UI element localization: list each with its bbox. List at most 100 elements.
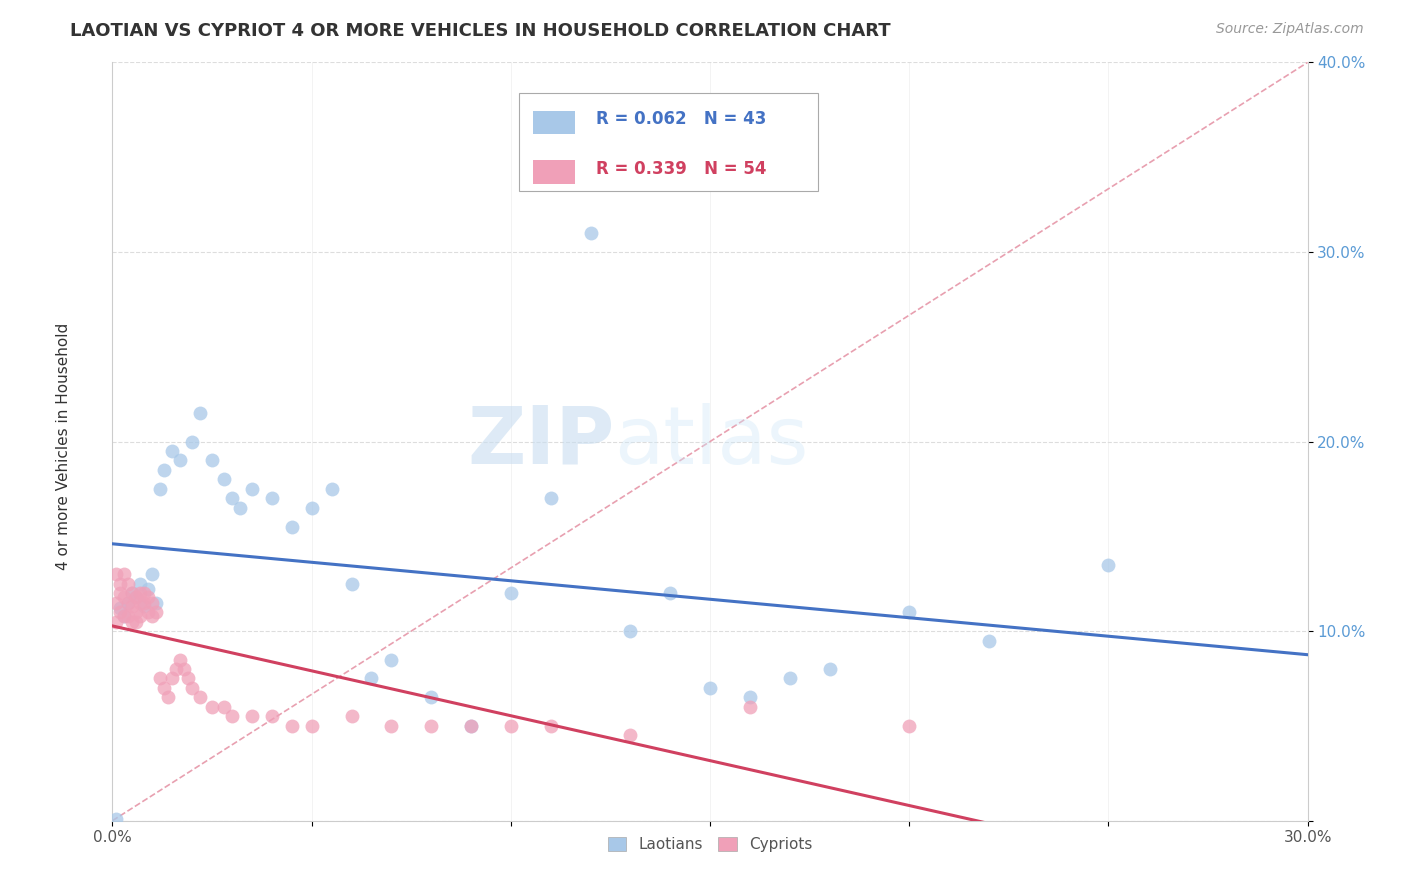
Text: R = 0.062   N = 43: R = 0.062 N = 43 — [596, 111, 766, 128]
Point — [105, 596, 128, 610]
Text: R = 0.339   N = 54: R = 0.339 N = 54 — [596, 160, 768, 178]
Point — [201, 453, 224, 467]
Point — [221, 709, 243, 723]
Point — [125, 615, 148, 629]
Point — [110, 605, 132, 619]
Point — [738, 699, 761, 714]
Point — [110, 601, 132, 615]
Point — [340, 709, 363, 723]
Point — [420, 690, 443, 705]
Point — [138, 590, 160, 604]
Point — [380, 719, 402, 733]
Point — [659, 586, 682, 600]
Text: Source: ZipAtlas.com: Source: ZipAtlas.com — [1216, 22, 1364, 37]
Point — [260, 709, 283, 723]
Point — [738, 690, 761, 705]
Point — [240, 709, 263, 723]
Point — [162, 672, 183, 686]
Point — [114, 590, 135, 604]
Point — [460, 719, 482, 733]
Point — [129, 609, 152, 624]
Point — [321, 482, 343, 496]
Point — [110, 586, 132, 600]
Point — [165, 662, 187, 676]
Point — [898, 719, 921, 733]
Point — [181, 681, 204, 695]
Point — [134, 586, 156, 600]
Point — [212, 473, 235, 487]
Point — [240, 482, 263, 496]
Point — [540, 719, 562, 733]
FancyBboxPatch shape — [533, 160, 575, 184]
Point — [221, 491, 243, 506]
Text: LAOTIAN VS CYPRIOT 4 OR MORE VEHICLES IN HOUSEHOLD CORRELATION CHART: LAOTIAN VS CYPRIOT 4 OR MORE VEHICLES IN… — [70, 22, 891, 40]
Point — [153, 681, 176, 695]
Point — [181, 434, 204, 449]
Point — [125, 605, 148, 619]
Point — [460, 719, 482, 733]
Point — [129, 596, 152, 610]
Point — [188, 406, 211, 420]
Point — [153, 463, 176, 477]
Point — [169, 453, 191, 467]
Point — [157, 690, 180, 705]
Point — [162, 444, 183, 458]
Point — [619, 728, 641, 742]
Point — [420, 719, 443, 733]
Point — [212, 699, 235, 714]
Point — [117, 576, 139, 591]
Point — [977, 633, 1000, 648]
Point — [141, 609, 163, 624]
Point — [105, 615, 128, 629]
Point — [125, 590, 148, 604]
Point — [499, 719, 522, 733]
Point — [301, 719, 323, 733]
Text: ZIP: ZIP — [467, 402, 614, 481]
Point — [380, 652, 402, 666]
Point — [169, 652, 191, 666]
Point — [125, 590, 148, 604]
Point — [129, 576, 152, 591]
Point — [173, 662, 195, 676]
Point — [260, 491, 283, 506]
Point — [301, 500, 323, 515]
Point — [141, 567, 163, 582]
Point — [818, 662, 841, 676]
Point — [114, 567, 135, 582]
Point — [121, 586, 143, 600]
Point — [121, 615, 143, 629]
FancyBboxPatch shape — [519, 93, 818, 191]
Point — [499, 586, 522, 600]
Point — [699, 681, 721, 695]
Point — [540, 491, 562, 506]
Point — [134, 599, 156, 614]
Point — [149, 482, 172, 496]
Point — [898, 605, 921, 619]
Point — [114, 609, 135, 624]
Point — [188, 690, 211, 705]
Point — [579, 226, 602, 240]
Point — [360, 672, 382, 686]
Point — [779, 672, 801, 686]
Point — [110, 576, 132, 591]
Point — [129, 586, 152, 600]
Point — [134, 596, 156, 610]
Point — [340, 576, 363, 591]
Text: atlas: atlas — [614, 402, 808, 481]
Point — [121, 586, 143, 600]
Point — [229, 500, 252, 515]
Point — [177, 672, 200, 686]
Legend: Laotians, Cypriots: Laotians, Cypriots — [602, 831, 818, 858]
Point — [114, 609, 135, 624]
Point — [141, 596, 163, 610]
Point — [121, 599, 143, 614]
Point — [117, 596, 139, 610]
Point — [281, 719, 304, 733]
Point — [105, 567, 128, 582]
Point — [201, 699, 224, 714]
Text: 4 or more Vehicles in Household: 4 or more Vehicles in Household — [56, 322, 70, 570]
Point — [145, 596, 167, 610]
Point — [138, 605, 160, 619]
Point — [117, 596, 139, 610]
Point — [117, 609, 139, 624]
